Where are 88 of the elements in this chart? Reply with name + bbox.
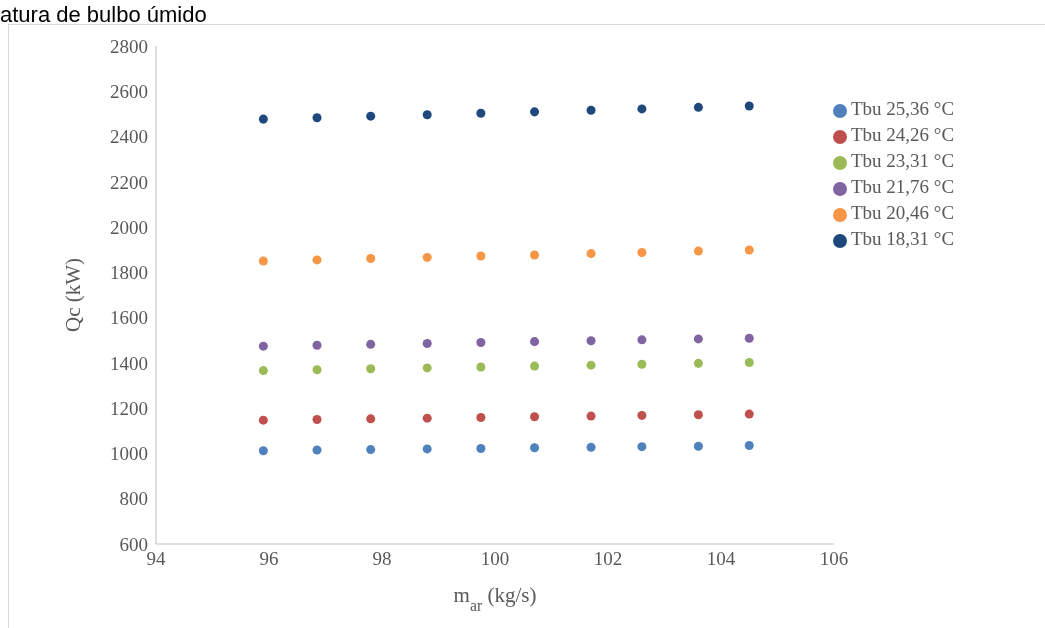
point	[693, 441, 703, 451]
point	[258, 366, 268, 376]
point	[258, 256, 268, 266]
legend-label: Tbu 21,76 °C	[851, 176, 955, 197]
point	[476, 443, 486, 453]
point	[530, 412, 540, 422]
y-tick-label: 2400	[110, 126, 148, 148]
y-tick-label: 1200	[110, 397, 148, 419]
legend-label: Tbu 20,46 °C	[851, 202, 955, 223]
point	[744, 357, 754, 367]
point	[476, 412, 486, 422]
point	[476, 362, 486, 372]
point	[366, 339, 376, 349]
point	[693, 102, 703, 112]
x-tick-label: 94	[146, 548, 166, 570]
point	[422, 252, 432, 262]
point	[422, 413, 432, 423]
point	[693, 246, 703, 256]
legend-label: Tbu 18,31 °C	[851, 228, 955, 249]
y-tick-label: 2000	[110, 216, 148, 238]
point	[586, 249, 596, 259]
point	[312, 340, 322, 350]
y-tick-label: 1800	[110, 262, 148, 284]
point	[422, 444, 432, 454]
y-tick-label: 600	[119, 533, 148, 555]
point	[693, 410, 703, 420]
point	[586, 105, 596, 115]
point	[422, 363, 432, 373]
point	[637, 335, 647, 345]
legend-label: Tbu 24,26 °C	[851, 124, 955, 145]
point	[586, 336, 596, 346]
x-tick-label: 102	[593, 548, 623, 570]
point	[744, 101, 754, 111]
legend-label: Tbu 23,31 °C	[851, 150, 955, 171]
point	[476, 251, 486, 261]
point	[530, 443, 540, 453]
point	[586, 411, 596, 421]
point	[637, 104, 647, 114]
point	[637, 359, 647, 369]
point	[258, 114, 268, 124]
point	[586, 360, 596, 370]
point	[637, 247, 647, 257]
chart-title: atura de bulbo úmido	[0, 2, 207, 28]
point	[258, 415, 268, 425]
point	[693, 334, 703, 344]
point	[476, 108, 486, 118]
point	[530, 250, 540, 260]
point	[744, 409, 754, 419]
point	[637, 442, 647, 452]
point	[422, 110, 432, 120]
point	[312, 113, 322, 123]
point	[530, 361, 540, 371]
y-tick-label: 800	[119, 488, 148, 510]
point	[258, 446, 268, 456]
point	[312, 255, 322, 265]
x-tick-label: 98	[372, 548, 392, 570]
y-tick-label: 2800	[110, 35, 148, 57]
point	[476, 338, 486, 348]
point	[422, 338, 432, 348]
point	[744, 245, 754, 255]
y-tick-label: 2200	[110, 171, 148, 193]
point	[744, 441, 754, 451]
point	[693, 358, 703, 368]
point	[637, 410, 647, 420]
point	[530, 107, 540, 117]
x-axis-title: m$_{ar}$ (kg/s)	[453, 583, 537, 614]
x-tick-label: 100	[480, 548, 510, 570]
point	[366, 445, 376, 455]
y-tick-label: 1400	[110, 352, 148, 374]
point	[312, 365, 322, 375]
point	[312, 414, 322, 425]
point	[366, 414, 376, 424]
point	[586, 442, 596, 452]
point	[366, 364, 376, 374]
y-tick-label: 1000	[110, 443, 148, 465]
x-tick-label: 106	[819, 548, 849, 570]
point	[366, 254, 376, 264]
x-tick-label: 96	[259, 548, 279, 570]
legend-label: Tbu 25,36 °C	[851, 98, 955, 119]
point	[258, 341, 268, 351]
point	[744, 333, 754, 343]
x-tick-label: 104	[706, 548, 736, 570]
y-tick-label: 1600	[110, 307, 148, 329]
point	[366, 111, 376, 121]
point	[312, 445, 322, 455]
point	[530, 337, 540, 347]
y-tick-label: 2600	[110, 81, 148, 103]
y-axis-title: Qc (kW)	[61, 257, 85, 333]
